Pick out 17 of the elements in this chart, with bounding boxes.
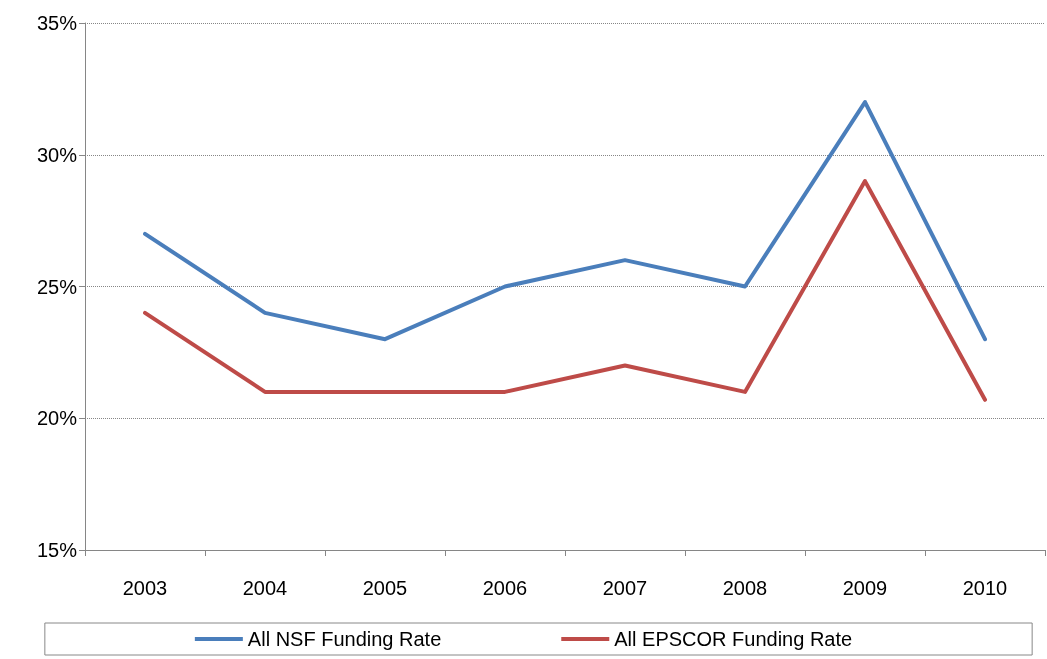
x-tick-label: 2005 <box>362 577 408 599</box>
legend-label: All NSF Funding Rate <box>247 628 442 650</box>
y-tick-label: 25% <box>36 275 78 298</box>
legend-label: All EPSCOR Funding Rate <box>614 628 853 650</box>
x-tick-label: 2010 <box>962 577 1008 599</box>
y-tick-label: 15% <box>36 539 78 561</box>
line-series <box>143 100 987 342</box>
y-tick-label: 30% <box>36 143 78 166</box>
x-tick-label: 2003 <box>122 577 168 599</box>
line-series <box>143 179 987 402</box>
x-tick-label: 2007 <box>602 577 648 599</box>
y-tick-label: 20% <box>36 407 78 430</box>
x-tick-label: 2008 <box>722 577 768 599</box>
y-tick-label: 35% <box>36 12 78 34</box>
x-tick-label: 2004 <box>242 577 288 599</box>
x-tick-label: 2009 <box>842 577 888 599</box>
x-tick-label: 2006 <box>482 577 528 599</box>
